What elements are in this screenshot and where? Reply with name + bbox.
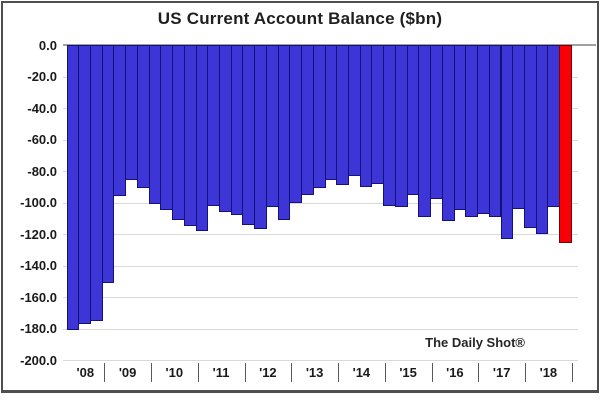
x-axis-tick (478, 363, 480, 382)
x-axis-tick (291, 363, 293, 382)
x-axis-tick (431, 363, 433, 382)
x-axis-label: '10 (165, 365, 184, 380)
y-axis-label: -200.0 (20, 352, 57, 368)
y-axis-label: -60.0 (27, 132, 57, 147)
x-axis-tick (197, 363, 199, 382)
x-axis-label: '16 (446, 365, 464, 380)
x-axis-tick (571, 363, 573, 382)
grid-line (63, 297, 578, 298)
grid-line (63, 360, 578, 361)
x-axis-label: '14 (352, 365, 371, 380)
x-axis-tick (384, 363, 386, 382)
grid-line (63, 265, 578, 267)
highlighted-bar (559, 45, 572, 244)
x-axis-label: '15 (399, 365, 417, 380)
y-axis-label: -40.0 (27, 100, 57, 116)
y-axis-label: 0.0 (38, 37, 57, 53)
y-axis-label: -180.0 (20, 321, 57, 336)
y-axis-label: -100.0 (20, 195, 57, 210)
grid-line (63, 328, 578, 330)
x-axis-label: '13 (305, 365, 324, 380)
y-axis-label: -20.0 (27, 69, 57, 84)
y-axis-label: -80.0 (27, 163, 57, 179)
x-axis-tick (525, 363, 526, 382)
x-axis-label: '08 (76, 365, 95, 380)
x-axis-label: '17 (492, 365, 511, 380)
grid-line (63, 234, 578, 235)
x-axis-tick (338, 363, 339, 382)
x-axis-label: '09 (118, 365, 137, 380)
x-axis-label: '11 (212, 365, 230, 380)
chart-title: US Current Account Balance ($bn) (157, 9, 443, 28)
y-axis-label: -120.0 (20, 226, 57, 242)
x-axis-tick (244, 363, 246, 382)
x-axis-label: '12 (259, 365, 277, 380)
y-axis-label: -140.0 (20, 258, 57, 273)
grid-line (63, 202, 578, 204)
x-axis-tick (151, 363, 152, 382)
y-axis-label: -160.0 (20, 289, 57, 305)
x-axis-label: '18 (539, 365, 558, 380)
x-axis-tick (104, 363, 106, 382)
watermark-text: The Daily Shot® (425, 335, 525, 350)
